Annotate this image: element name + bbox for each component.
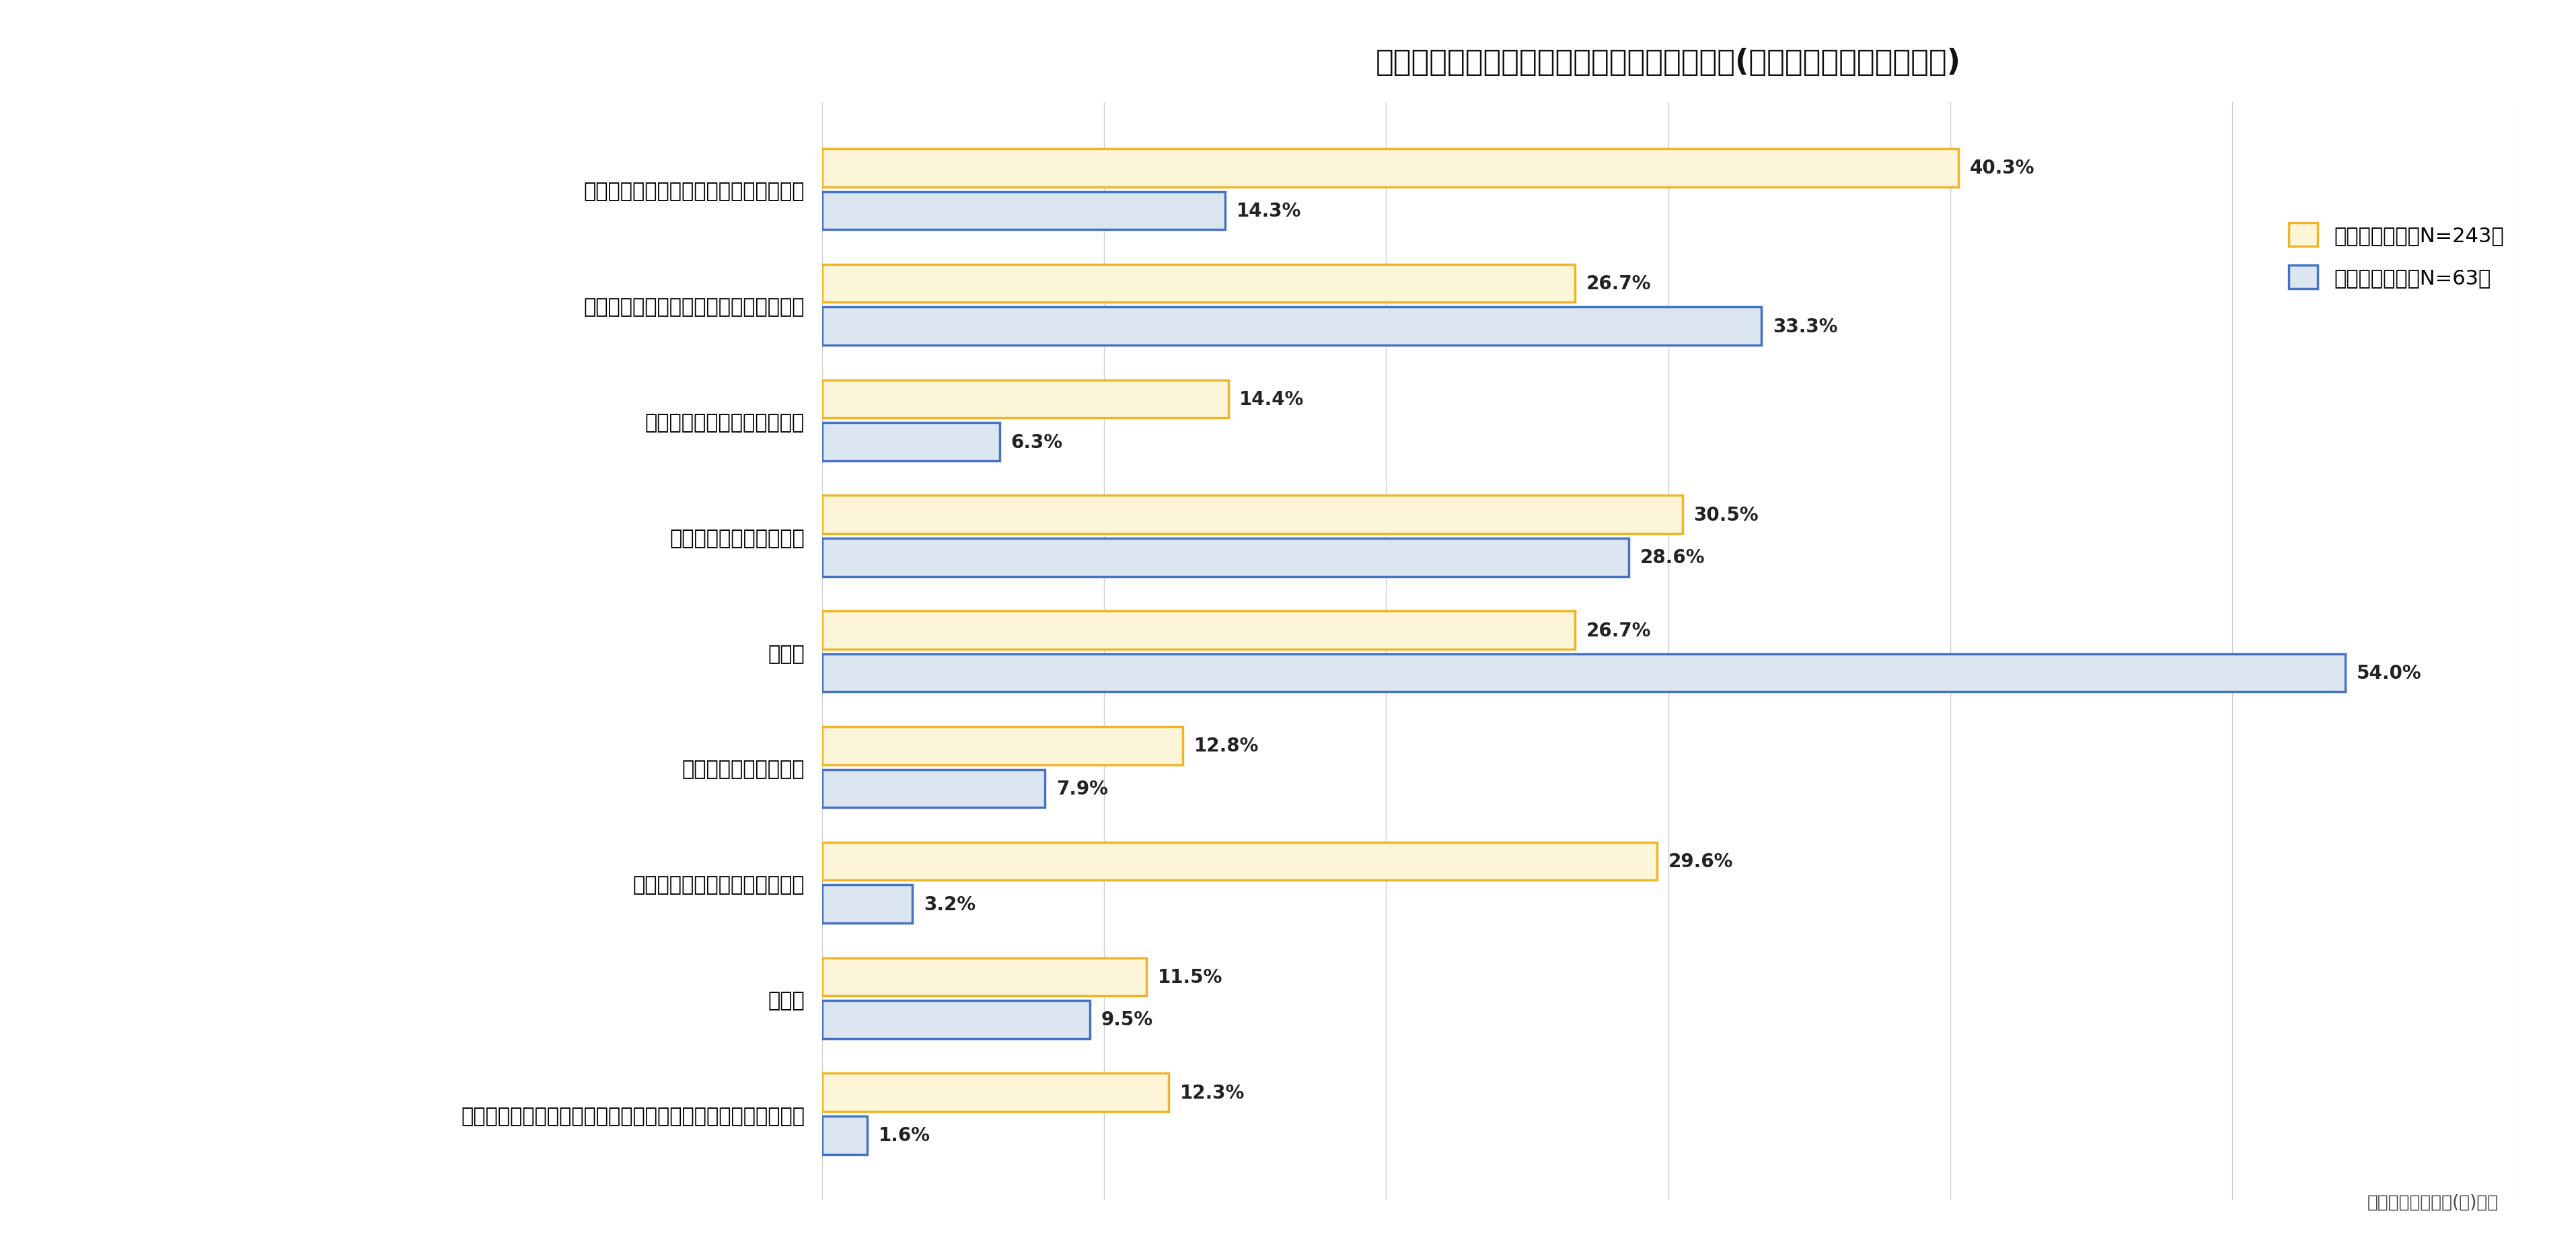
Text: 7.9%: 7.9% bbox=[1056, 779, 1108, 797]
Text: 28.6%: 28.6% bbox=[1641, 548, 1705, 567]
Bar bbox=[822, 539, 1628, 577]
Text: 40.3%: 40.3% bbox=[1971, 158, 2035, 177]
Text: 9.5%: 9.5% bbox=[1100, 1011, 1154, 1030]
Bar bbox=[822, 192, 1226, 230]
Bar bbox=[822, 885, 912, 924]
Text: 3.2%: 3.2% bbox=[925, 895, 976, 914]
Title: 腰の痛みや悩みを感じるタイミング・シーン(デスクワーク・現場仕事): 腰の痛みや悩みを感じるタイミング・シーン(デスクワーク・現場仕事) bbox=[1376, 47, 1960, 76]
Bar bbox=[822, 1073, 1170, 1112]
Bar bbox=[822, 495, 1682, 534]
Bar bbox=[822, 423, 999, 462]
Text: 29.6%: 29.6% bbox=[1669, 852, 1734, 871]
Text: 54.0%: 54.0% bbox=[2357, 664, 2421, 683]
Legend: デスクワーク（N=243）, 現場仕事　　（N=63）: デスクワーク（N=243）, 現場仕事 （N=63） bbox=[2290, 223, 2504, 290]
Text: 12.8%: 12.8% bbox=[1195, 736, 1260, 755]
Text: 12.3%: 12.3% bbox=[1180, 1083, 1244, 1102]
Bar bbox=[822, 842, 1656, 881]
Text: 14.3%: 14.3% bbox=[1236, 202, 1301, 221]
Bar bbox=[822, 307, 1762, 346]
Bar bbox=[822, 958, 1146, 996]
Bar bbox=[822, 770, 1046, 807]
Text: 26.7%: 26.7% bbox=[1587, 622, 1651, 640]
Text: 33.3%: 33.3% bbox=[1772, 317, 1837, 336]
Bar bbox=[822, 612, 1574, 649]
Text: 26.7%: 26.7% bbox=[1587, 275, 1651, 293]
Text: 30.5%: 30.5% bbox=[1692, 505, 1759, 524]
Bar bbox=[822, 1116, 868, 1154]
Text: 日本シグマックス(株)調べ: 日本シグマックス(株)調べ bbox=[2367, 1193, 2499, 1211]
Bar bbox=[822, 726, 1182, 765]
Bar bbox=[822, 1001, 1090, 1038]
Bar bbox=[822, 381, 1229, 418]
Bar bbox=[822, 265, 1574, 303]
Bar bbox=[822, 654, 2344, 693]
Text: 1.6%: 1.6% bbox=[878, 1126, 930, 1144]
Text: 14.4%: 14.4% bbox=[1239, 389, 1303, 409]
Text: 11.5%: 11.5% bbox=[1157, 967, 1224, 986]
Bar bbox=[822, 150, 1958, 187]
Text: 6.3%: 6.3% bbox=[1010, 433, 1064, 452]
